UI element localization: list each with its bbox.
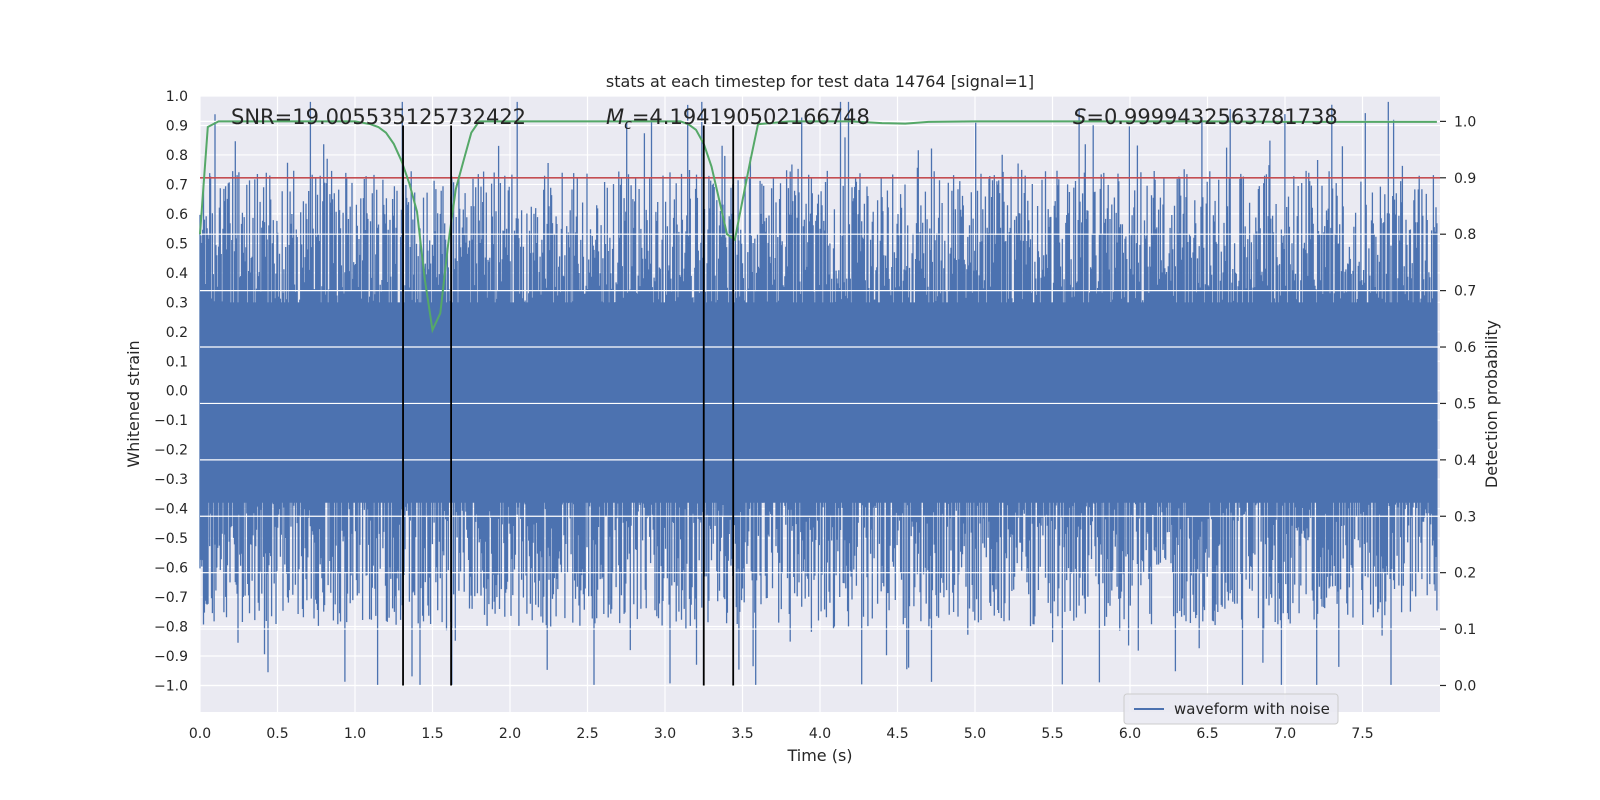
x-tick-label: 2.5 [576,726,598,742]
waveform-core [200,302,1437,503]
y-left-tick-label: −0.8 [154,620,188,636]
x-axis-label: Time (s) [786,746,852,765]
y-left-tick-label: 0.6 [166,207,188,223]
y-left-tick-label: 0.2 [166,325,188,341]
probability-line [199,120,1437,334]
legend-label: waveform with noise [1174,700,1330,718]
y-right-tick-label: 0.5 [1454,396,1476,412]
y-right-tick-label: 0.3 [1454,509,1476,525]
x-tick-label: 6.0 [1119,726,1141,742]
x-tick-label: 7.5 [1351,726,1373,742]
y-right-axis-ticks: 1.0 0.9 0.8 0.7 0.6 0.5 0.4 0.3 0.2 0.1 0.0 [1440,114,1476,694]
y-left-tick-label: 0.8 [166,148,188,164]
y-left-tick-label: 0.3 [166,295,188,311]
snr-annotation: SNR=19.005535125732422 [231,105,526,129]
y-left-tick-label: 0.0 [166,384,188,400]
vertical-markers [402,125,735,686]
x-axis-ticks: 0.0 0.5 1.0 1.5 2.0 2.5 3.0 3.5 4.0 4.5 5.0 5.5 6.0 6… [189,726,1374,742]
y-left-tick-label: 0.7 [166,177,188,193]
x-tick-label: 0.0 [189,726,211,742]
x-tick-label: 3.0 [654,726,676,742]
legend: waveform with noise [1123,693,1339,725]
y-left-tick-label: −0.1 [154,413,188,429]
s-annotation: S=0.9999432563781738 [1073,105,1338,129]
x-tick-label: 7.0 [1274,726,1296,742]
y-left-tick-label: −0.6 [154,561,188,577]
y-left-tick-label: −1.0 [154,678,188,694]
y-right-tick-label: 0.2 [1454,566,1476,582]
y-left-tick-label: −0.4 [154,502,188,518]
mc-value: =4.194190502166748 [632,105,870,129]
mc-annotation: Mc=4.194190502166748 [606,105,870,133]
x-tick-label: 5.5 [1041,726,1063,742]
legend-box [1123,693,1339,725]
s-symbol: S [1073,105,1086,129]
y-left-axis-ticks: 1.0 0.9 0.8 0.7 0.6 0.5 0.4 0.3 0.2 0.1 0.0 −0.1 −0.… [154,89,188,694]
y-right-tick-label: 0.1 [1454,622,1476,638]
probability-series [199,120,1440,334]
y-left-axis-label: Whitened strain [124,340,143,467]
s-value: =0.9999432563781738 [1086,105,1337,129]
x-tick-label: 3.5 [731,726,753,742]
y-left-tick-label: 1.0 [166,89,188,105]
x-tick-label: 1.0 [344,726,366,742]
y-right-tick-label: 0.4 [1454,453,1476,469]
y-right-tick-label: 0.9 [1454,171,1476,187]
y-right-tick-label: 1.0 [1454,114,1476,130]
mc-subscript: c [624,117,632,133]
y-left-tick-label: 0.1 [166,354,188,370]
y-left-tick-label: 0.5 [166,236,188,252]
x-tick-label: 4.0 [809,726,831,742]
x-tick-label: 2.0 [499,726,521,742]
y-left-tick-label: −0.9 [154,649,188,665]
x-tick-label: 5.0 [964,726,986,742]
y-right-tick-label: 0.6 [1454,340,1476,356]
x-tick-label: 4.5 [886,726,908,742]
y-right-tick-label: 0.8 [1454,227,1476,243]
y-left-tick-label: −0.7 [154,590,188,606]
chart-title: stats at each timestep for test data 147… [606,72,1034,91]
y-left-tick-label: 0.9 [166,118,188,134]
mc-symbol: M [606,105,624,129]
x-tick-label: 0.5 [266,726,288,742]
y-left-tick-label: 0.4 [166,266,188,282]
y-right-axis-label: Detection probability [1482,320,1501,488]
y-right-tick-label: 0.0 [1454,678,1476,694]
y-left-tick-label: −0.2 [154,443,188,459]
y-right-tick-label: 0.7 [1454,284,1476,300]
y-left-tick-label: −0.5 [154,531,188,547]
y-left-tick-label: −0.3 [154,472,188,488]
x-tick-label: 6.5 [1196,726,1218,742]
x-tick-label: 1.5 [421,726,443,742]
